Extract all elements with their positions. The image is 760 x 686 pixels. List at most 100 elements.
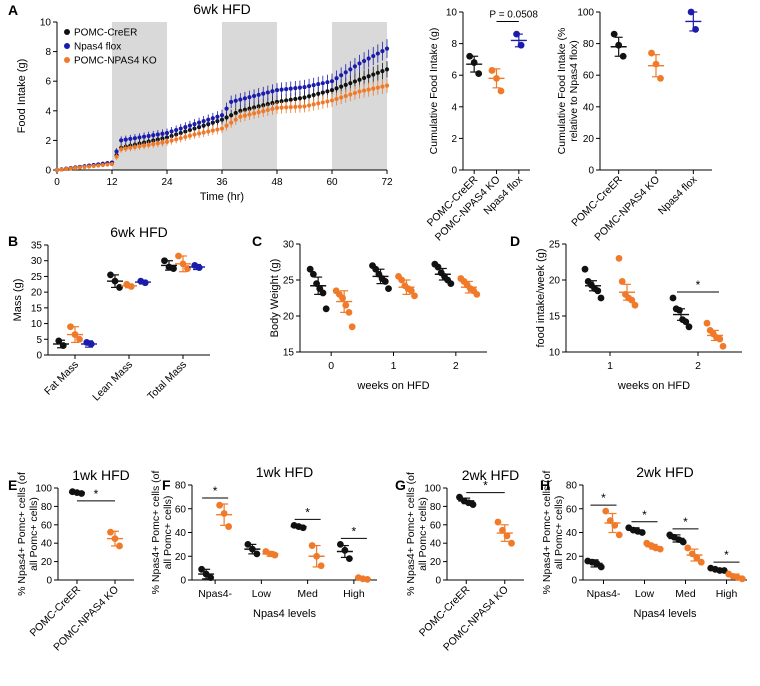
data-point-ctrl (679, 538, 687, 546)
data-point (123, 146, 128, 151)
data-point (261, 103, 266, 108)
y-axis-label: Mass (g) (12, 279, 24, 322)
data-point (54, 167, 60, 173)
data-point (59, 167, 64, 172)
y-tick-label: 100 (577, 8, 594, 19)
data-point-flox (141, 279, 149, 287)
chart-title: 1wk HFD (256, 464, 314, 480)
data-point-ctrl (244, 540, 252, 548)
data-point-ko (738, 575, 746, 583)
data-point (201, 119, 206, 124)
data-point (105, 162, 110, 167)
legend-label: POMC-NPAS4 KO (74, 56, 157, 67)
x-tick-label: 24 (161, 177, 173, 188)
data-point (270, 106, 275, 112)
y-tick-label: 60 (583, 71, 595, 82)
y-tick-label: 2 (45, 136, 51, 147)
data-point (100, 162, 105, 168)
y-tick-label: 20 (31, 288, 43, 299)
data-point-ko (184, 265, 191, 272)
data-point (343, 93, 348, 99)
data-point-ctrl (466, 52, 474, 60)
data-point-ko (716, 335, 724, 343)
data-point (229, 113, 234, 118)
data-point-ko (657, 74, 664, 82)
data-point (219, 126, 225, 131)
y-tick-label: 10 (31, 319, 43, 330)
y-axis-label-line: all Pomc+ cells) (417, 497, 429, 571)
y-tick-label: 25 (283, 276, 295, 287)
data-point-ctrl (116, 284, 123, 291)
data-point (114, 149, 119, 154)
data-point-ctrl (341, 546, 349, 554)
chart-title: 2wk HFD (636, 464, 694, 480)
data-point (251, 93, 257, 99)
data-point-ctrl (59, 342, 67, 349)
significance-star: * (601, 491, 606, 505)
data-point-flox (87, 340, 95, 348)
x-tick-label: High (343, 588, 365, 600)
data-point (352, 79, 358, 84)
data-point (343, 70, 348, 75)
data-point-ctrl (610, 30, 618, 38)
y-tick-label: 20 (175, 552, 187, 563)
y-axis-label-line: % Npas4+ Pomc+ cells (of (150, 471, 162, 595)
data-point-ko (652, 60, 660, 68)
data-point-ko (398, 276, 406, 284)
data-point (325, 89, 330, 94)
panel-letter-b: B (8, 233, 18, 249)
data-point (242, 107, 248, 112)
data-point (316, 82, 321, 87)
data-point (270, 89, 275, 94)
y-tick-label: 40 (430, 539, 442, 550)
y-tick-label: 30 (31, 256, 43, 267)
data-point (192, 132, 197, 137)
y-axis-label-line: % Npas4+ Pomc+ cells (of (541, 471, 553, 595)
data-point (297, 104, 303, 109)
y-tick-label: 100 (35, 484, 52, 495)
data-point (274, 105, 280, 110)
data-point-ko (407, 287, 415, 295)
data-point (215, 114, 220, 119)
y-tick-label: 0 (435, 576, 441, 587)
data-point (192, 122, 197, 127)
y-tick-label: 80 (430, 502, 442, 513)
data-point (82, 164, 87, 170)
data-point (169, 129, 174, 134)
data-point (302, 104, 307, 109)
chart-title: 1wk HFD (72, 467, 130, 483)
data-point (384, 83, 390, 88)
data-point-ko (116, 542, 123, 550)
significance-star: * (683, 515, 688, 529)
data-point-ctrl (597, 563, 605, 571)
data-point (183, 134, 188, 140)
data-point (251, 105, 257, 110)
data-point (174, 127, 179, 133)
data-point (155, 132, 160, 137)
data-point (284, 98, 289, 103)
data-point (137, 135, 142, 140)
data-point (361, 75, 367, 81)
data-point (334, 86, 339, 91)
y-tick-label: 100 (424, 484, 441, 495)
x-axis-label: Npas4 levels (253, 608, 316, 620)
data-point-ctrl (319, 289, 327, 297)
data-point-ko (111, 535, 119, 542)
y-axis-label: Body Weight (g) (269, 259, 281, 338)
significance-star: * (724, 548, 729, 562)
data-point (137, 144, 142, 149)
data-point-ko (606, 517, 614, 525)
data-point-ko (339, 294, 346, 302)
data-point (371, 86, 376, 91)
data-point (229, 120, 234, 125)
y-tick-label: 35 (31, 241, 43, 252)
y-axis-label-line: % Npas4+ Pomc+ cells (of (16, 472, 28, 596)
x-tick-label: 72 (381, 177, 393, 188)
data-point (178, 136, 183, 141)
data-point (302, 95, 307, 100)
data-point-ctrl (434, 263, 442, 271)
data-point (320, 90, 325, 95)
data-point-ko (216, 501, 224, 509)
data-point (348, 92, 353, 97)
data-point-ko (127, 283, 135, 290)
